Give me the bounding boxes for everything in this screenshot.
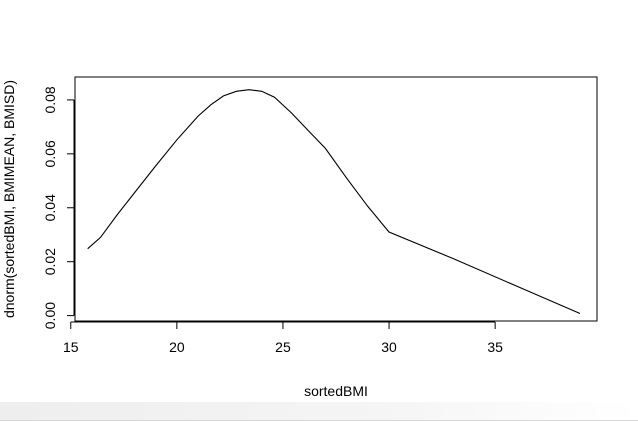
x-tick-label: 15 [63, 339, 79, 355]
y-axis: 0.00 0.02 0.04 0.06 0.08 [42, 86, 75, 329]
y-tick-label: 0.04 [42, 194, 58, 221]
x-axis-title: sortedBMI [304, 383, 368, 399]
x-axis: 15 20 25 30 35 [63, 321, 503, 355]
x-tick-label: 35 [487, 339, 503, 355]
window-bottom-edge [0, 402, 638, 421]
y-tick-label: 0.06 [42, 140, 58, 167]
plot-box [74, 76, 598, 322]
x-tick-label: 20 [169, 339, 185, 355]
y-axis-title: dnorm(sortedBMI, BMIMEAN, BMISD) [1, 80, 17, 318]
x-tick-label: 25 [275, 339, 291, 355]
x-tick-label: 30 [381, 339, 397, 355]
y-tick-label: 0.08 [42, 86, 58, 113]
y-tick-label: 0.02 [42, 248, 58, 275]
y-tick-label: 0.00 [42, 302, 58, 329]
density-curve-line [87, 89, 581, 315]
